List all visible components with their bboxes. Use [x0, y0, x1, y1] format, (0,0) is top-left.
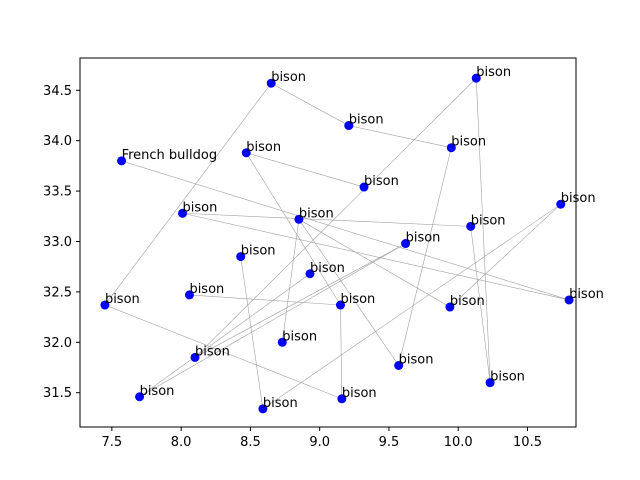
point-label: bison	[450, 294, 485, 309]
point-label: bison	[406, 231, 441, 246]
graph-edge	[121, 160, 570, 301]
x-tick-label: 10.5	[513, 435, 542, 450]
graph-edge	[182, 212, 570, 301]
graph-edge	[246, 152, 341, 306]
graph-edge	[194, 77, 477, 358]
point-label: bison	[399, 353, 434, 368]
point-label: bison	[195, 344, 230, 359]
data-point	[190, 352, 200, 362]
point-label: bison	[189, 282, 224, 297]
data-point	[184, 290, 194, 300]
y-tick-label: 33.0	[43, 235, 72, 250]
graph-edge	[470, 226, 491, 383]
data-point	[277, 337, 287, 347]
graph-edge	[281, 219, 300, 343]
graph-edge	[398, 147, 452, 366]
point-label: bison	[349, 113, 384, 128]
data-point	[117, 156, 127, 166]
y-tick-label: 32.0	[43, 336, 72, 351]
graph-edge	[104, 83, 272, 306]
point-label: bison	[561, 191, 596, 206]
data-point	[335, 300, 345, 310]
data-point	[344, 121, 354, 131]
point-label: bison	[340, 292, 375, 307]
graph-edge	[271, 82, 349, 126]
data-point	[446, 143, 456, 153]
edges-layer	[104, 77, 570, 410]
data-point	[100, 300, 110, 310]
point-label: bison	[310, 261, 345, 276]
data-point	[485, 378, 495, 388]
data-point	[294, 214, 304, 224]
y-tick-label: 34.0	[43, 134, 72, 149]
graph-edge	[340, 305, 343, 399]
data-point	[241, 148, 251, 158]
graph-edge	[298, 219, 399, 366]
graph-edge	[240, 256, 264, 409]
point-label: bison	[140, 384, 175, 399]
graph-edge	[139, 243, 406, 398]
data-point	[178, 208, 188, 218]
y-tick-label: 32.5	[43, 285, 72, 300]
graph-edge	[475, 78, 491, 383]
graph-edge	[298, 219, 451, 308]
graph-edge	[194, 243, 406, 358]
points-layer	[100, 73, 574, 414]
graph-edge	[262, 203, 561, 410]
y-tick-label: 34.5	[43, 84, 72, 99]
x-tick-label: 8.0	[171, 435, 192, 450]
graph-edge	[182, 212, 471, 227]
data-point	[466, 221, 476, 231]
data-point	[258, 404, 268, 414]
graph-edge	[189, 294, 341, 306]
data-point	[471, 73, 481, 83]
graph-edge	[348, 125, 452, 149]
point-label: bison	[451, 135, 486, 150]
point-label: bison	[183, 200, 218, 215]
data-point	[135, 392, 145, 402]
x-tick-label: 8.5	[240, 435, 261, 450]
y-tick-label: 31.5	[43, 386, 72, 401]
point-label: French bulldog	[122, 148, 218, 163]
data-point	[445, 302, 455, 312]
data-point	[401, 239, 411, 249]
point-label: bison	[105, 292, 140, 307]
point-label: bison	[342, 386, 377, 401]
graph-edge	[104, 304, 342, 400]
graph-edge	[449, 203, 561, 308]
point-label: bison	[299, 206, 334, 221]
data-point	[337, 394, 347, 404]
point-label: bison	[490, 370, 525, 385]
x-axis: 7.5 8.0 8.5 9.0 9.5 10.0 10.5	[102, 427, 542, 450]
data-point	[564, 295, 574, 305]
data-point	[359, 182, 369, 192]
data-point	[236, 252, 246, 262]
point-label: bison	[282, 329, 317, 344]
point-label: bison	[263, 396, 298, 411]
point-label: bison	[241, 244, 276, 259]
point-labels-layer: bison bison bison bison bison French bulldog b…	[105, 65, 604, 411]
point-label: bison	[476, 65, 511, 80]
data-point	[305, 269, 315, 279]
x-tick-label: 7.5	[102, 435, 123, 450]
y-axis: 31.5 32.0 32.5 33.0 33.5 34.0 34.5	[43, 84, 80, 401]
point-label: bison	[246, 140, 281, 155]
x-tick-label: 10.0	[444, 435, 473, 450]
data-point	[556, 199, 566, 209]
graph-edge	[139, 273, 311, 397]
graph-edge	[246, 152, 365, 188]
point-label: bison	[569, 287, 604, 302]
x-tick-label: 9.5	[379, 435, 400, 450]
point-label: bison	[471, 213, 506, 228]
data-point	[266, 78, 276, 88]
point-label: bison	[364, 174, 399, 189]
plot-frame	[79, 57, 577, 428]
point-label: bison	[271, 70, 306, 85]
x-tick-label: 9.0	[309, 435, 330, 450]
y-tick-label: 33.5	[43, 185, 72, 200]
data-point	[394, 361, 404, 370]
